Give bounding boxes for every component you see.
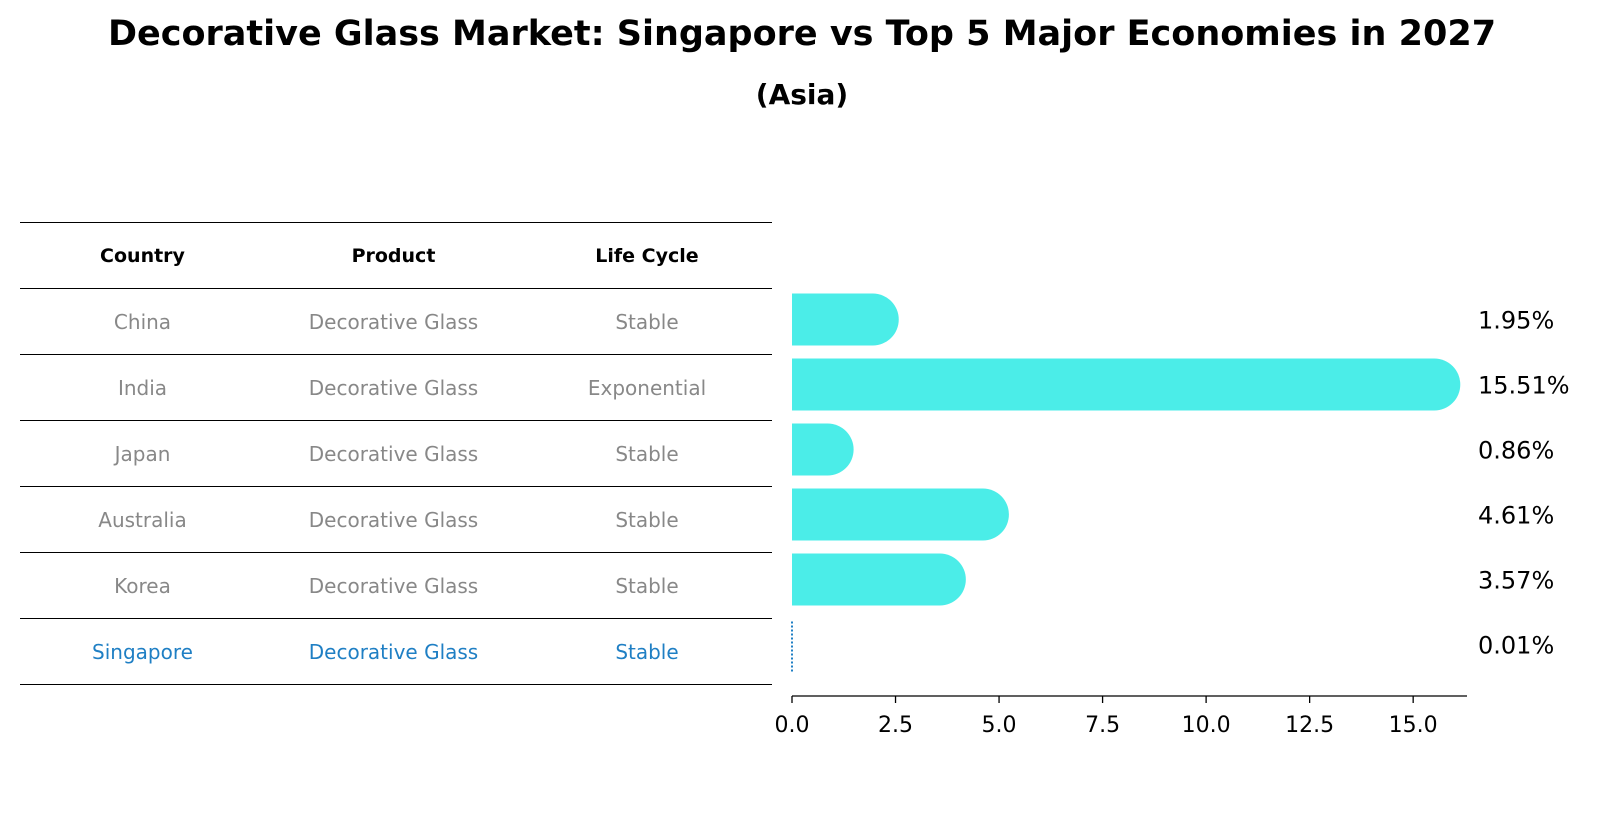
header-country: Country (20, 222, 265, 289)
cell-life-cycle: Exponential (522, 354, 772, 421)
cell-product: Decorative Glass (265, 420, 522, 487)
x-tick-label: 0.0 (775, 713, 810, 738)
bar-china (792, 293, 899, 346)
cell-life-cycle: Stable (522, 618, 772, 685)
table-row: China Decorative Glass Stable (20, 288, 772, 355)
bar-japan (792, 423, 854, 476)
value-label: 15.51% (1478, 372, 1570, 400)
cell-country: China (20, 288, 265, 355)
table-header-row: Country Product Life Cycle (20, 222, 772, 289)
table-row-highlight: Singapore Decorative Glass Stable (20, 618, 772, 685)
cell-country: Australia (20, 486, 265, 553)
cell-country: Singapore (20, 618, 265, 685)
cell-product: Decorative Glass (265, 618, 522, 685)
cell-country: Japan (20, 420, 265, 487)
cell-life-cycle: Stable (522, 552, 772, 619)
x-tick-label: 5.0 (982, 713, 1017, 738)
x-tick-label: 10.0 (1182, 713, 1231, 738)
value-label: 0.01% (1478, 632, 1554, 660)
cell-product: Decorative Glass (265, 288, 522, 355)
table-row: Korea Decorative Glass Stable (20, 552, 772, 619)
header-life-cycle: Life Cycle (522, 222, 772, 289)
bar-india (792, 358, 1461, 411)
value-label: 0.86% (1478, 437, 1554, 465)
value-label: 3.57% (1478, 567, 1554, 595)
table-row: India Decorative Glass Exponential (20, 354, 772, 421)
chart-title: Decorative Glass Market: Singapore vs To… (107, 14, 1497, 54)
cell-product: Decorative Glass (265, 552, 522, 619)
cell-life-cycle: Stable (522, 420, 772, 487)
bar-korea (792, 553, 966, 606)
cell-life-cycle: Stable (522, 288, 772, 355)
table-row: Australia Decorative Glass Stable (20, 486, 772, 553)
x-tick-label: 15.0 (1389, 713, 1438, 738)
cell-product: Decorative Glass (265, 354, 522, 421)
x-tick-label: 12.5 (1285, 713, 1334, 738)
x-tick-label: 2.5 (878, 713, 913, 738)
header-product: Product (265, 222, 522, 289)
value-label: 4.61% (1478, 502, 1554, 530)
cell-country: Korea (20, 552, 265, 619)
value-label: 1.95% (1478, 307, 1554, 335)
bar-australia (792, 488, 1009, 541)
table-row: Japan Decorative Glass Stable (20, 420, 772, 487)
cell-life-cycle: Stable (522, 486, 772, 553)
cell-country: India (20, 354, 265, 421)
chart-subtitle: (Asia) (755, 78, 849, 111)
cell-product: Decorative Glass (265, 486, 522, 553)
x-tick-label: 7.5 (1085, 713, 1120, 738)
data-table: Country Product Life Cycle China Decorat… (20, 222, 772, 685)
